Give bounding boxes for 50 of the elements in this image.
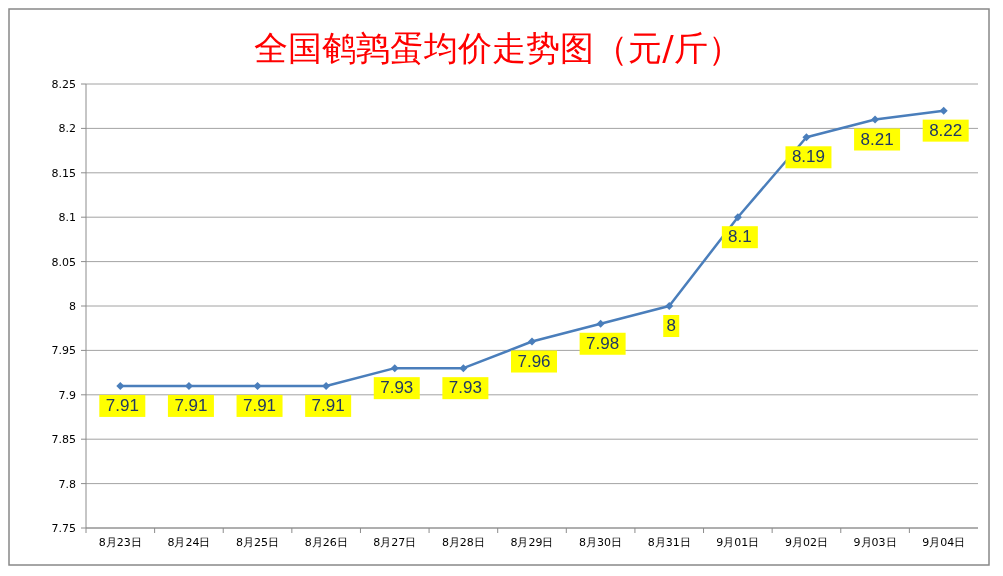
y-tick-label: 7.9 [58,388,76,402]
point [459,364,468,373]
y-tick-label: 8.25 [51,78,76,91]
data-label: 8.21 [860,129,894,149]
point [322,381,331,390]
data-label: 7.93 [448,378,482,398]
data-label: 8 [666,316,676,335]
x-tick-label: 8月27日 [373,536,417,549]
y-tick-label: 7.85 [51,433,76,447]
point [596,319,605,328]
point [116,381,125,390]
y-tick-label: 8.05 [51,255,76,269]
x-tick-label: 8月24日 [167,536,211,549]
x-tick-label: 9月01日 [716,536,760,549]
y-tick-label: 8.1 [58,211,76,225]
y-tick-label: 8.2 [58,122,76,136]
x-tick-label: 8月26日 [304,536,348,549]
point [390,364,399,373]
point [733,213,742,222]
chart-title: 全国鹌鹑蛋均价走势图（元/斤） [254,28,742,68]
x-tick-label: 9月02日 [784,536,828,549]
data-label: 7.91 [311,395,345,415]
x-tick-label: 9月04日 [922,536,966,549]
data-label: 7.96 [517,351,551,371]
point [871,115,880,124]
x-tick-label: 8月29日 [510,536,554,549]
point [802,133,811,142]
x-tick-label: 8月31日 [647,536,691,549]
point [939,106,948,115]
data-label: 8.19 [791,147,826,167]
y-tick-label: 7.8 [58,477,76,491]
data-label: 7.93 [380,378,414,398]
point [665,302,674,310]
data-label: 8.1 [728,227,752,247]
data-label: 7.91 [242,395,277,415]
data-label: 8.22 [929,120,963,140]
y-tick-label: 8 [69,300,76,313]
x-tick-label: 8月25日 [236,536,280,549]
point [253,381,262,390]
data-label: 7.91 [174,395,208,415]
x-tick-label: 8月23日 [98,536,142,549]
y-tick-label: 7.75 [51,522,76,535]
y-tick-label: 7.95 [51,344,76,358]
point [528,337,536,346]
y-tick-label: 8.15 [51,166,76,180]
x-tick-label: 9月03日 [853,536,897,549]
data-label: 7.91 [105,395,139,415]
x-tick-label: 8月28日 [441,536,485,549]
data-label: 7.98 [586,333,620,353]
x-tick-label: 8月30日 [579,536,623,549]
